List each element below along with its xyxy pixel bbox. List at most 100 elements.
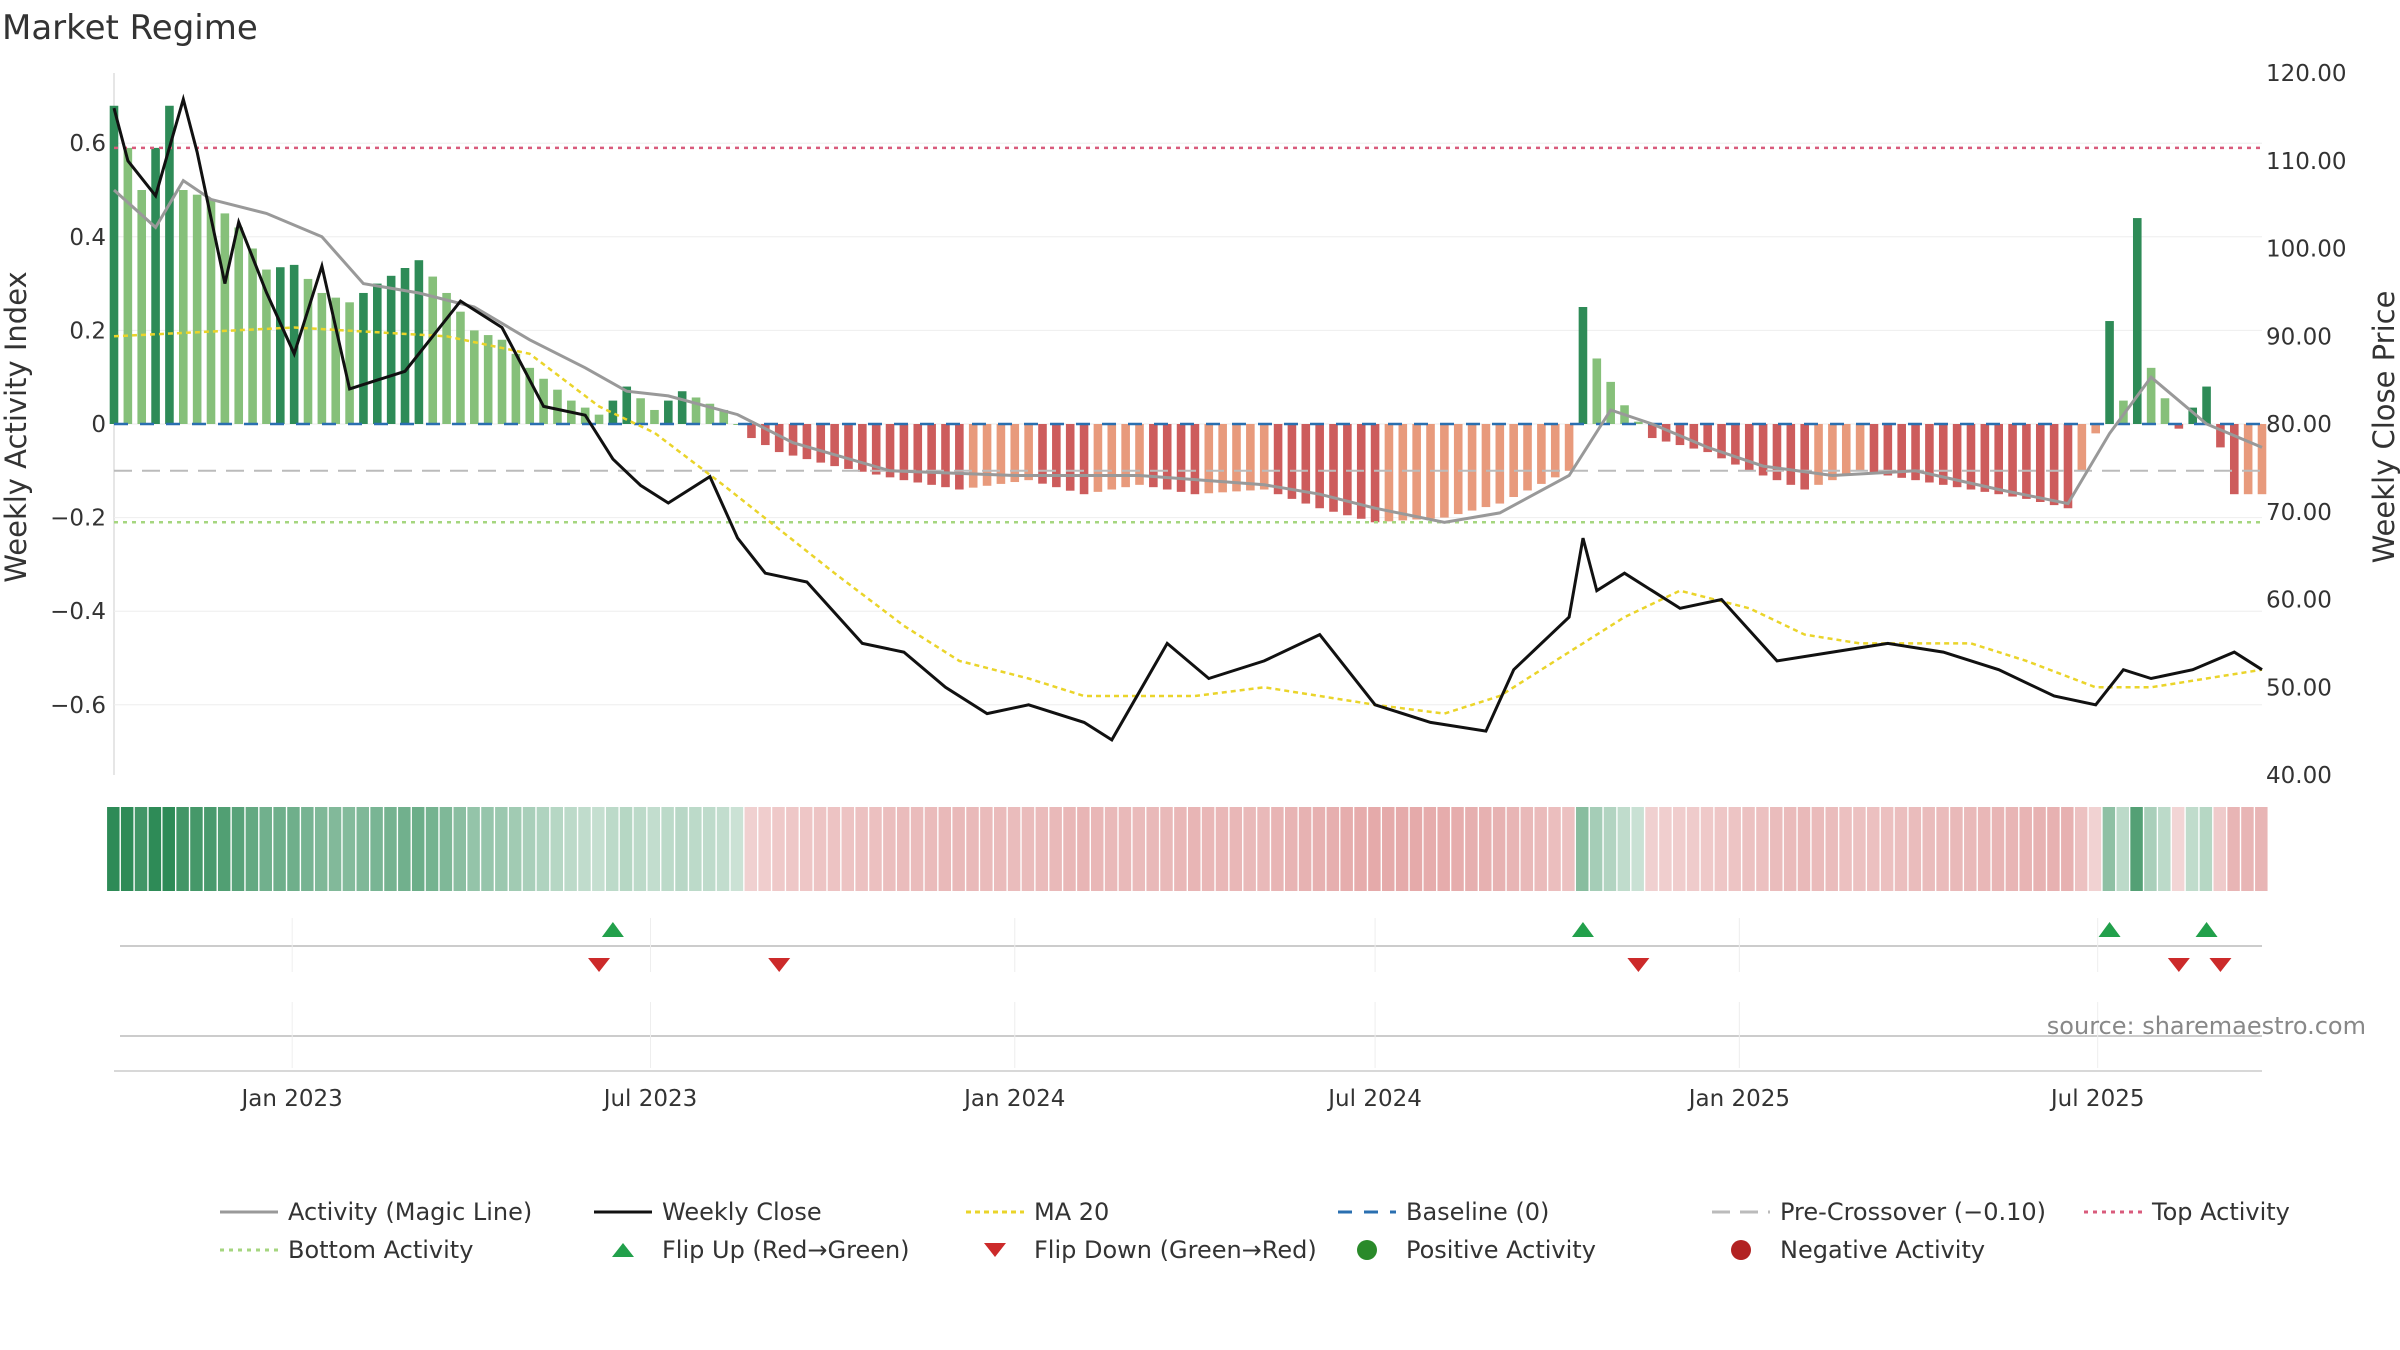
legend-label: Negative Activity [1780, 1236, 1986, 1264]
legend-symbol-close [592, 1200, 654, 1224]
x-tick-label: Jul 2023 [602, 1086, 698, 1112]
activity-bar [1869, 424, 1879, 474]
heat-cell [495, 807, 508, 891]
heat-cell [259, 807, 272, 891]
heat-cell [314, 807, 328, 891]
heat-cell [1977, 807, 1991, 891]
activity-bar [1273, 424, 1283, 495]
activity-bar [2202, 386, 2211, 424]
heat-cell [2227, 807, 2240, 891]
activity-bar [1052, 424, 1061, 488]
heat-cell [1188, 807, 1201, 891]
heat-cell [1271, 807, 1284, 891]
heat-cell [439, 807, 453, 891]
activity-bar [858, 424, 867, 472]
heat-cell [1700, 807, 1714, 891]
heat-cell [1063, 807, 1076, 891]
ma20-line [113, 326, 2263, 715]
magic-line [112, 178, 2263, 524]
activity-bar [414, 260, 424, 424]
activity-bar [913, 424, 923, 483]
heat-cell [2171, 807, 2185, 891]
heat-cell [1007, 807, 1021, 891]
activity-bar [2160, 398, 2170, 424]
legend-symbol-precross [1710, 1200, 1772, 1224]
legend-symbol-neg_dot [1710, 1238, 1772, 1262]
heat-cell [328, 807, 342, 891]
heat-cell [716, 807, 730, 891]
heat-cell [1382, 807, 1395, 891]
heat-cell [1229, 807, 1243, 891]
activity-bar [248, 248, 257, 424]
activity-bar [1107, 424, 1117, 490]
heat-cell [1908, 807, 1922, 891]
flip-down-marker [588, 958, 611, 972]
heat-cell [592, 807, 605, 891]
heat-cell [675, 807, 688, 891]
activity-bar [359, 292, 368, 424]
heat-cell [2047, 807, 2060, 891]
activity-bar [2132, 218, 2142, 424]
source-label: source: sharemaestro.com [2047, 1012, 2366, 1040]
heat-cell [1964, 807, 1977, 891]
legend-symbol-flip_up [592, 1238, 654, 1262]
activity-bar [1661, 424, 1671, 442]
activity-bar [1065, 424, 1075, 491]
legend-label: Positive Activity [1406, 1236, 1596, 1264]
heat-cell [1686, 807, 1700, 891]
legend-symbol-magic [218, 1200, 280, 1224]
activity-bar [345, 302, 354, 424]
activity-bar [165, 105, 174, 424]
activity-bar [2049, 424, 2059, 506]
legend-label: Top Activity [2152, 1198, 2290, 1226]
activity-bar [206, 199, 216, 424]
activity-bar [594, 414, 604, 424]
activity-bar [1994, 424, 2003, 495]
legend-item-baseline: Baseline (0) [1336, 1198, 1549, 1226]
heat-cell [204, 807, 217, 891]
activity-bar [1079, 424, 1089, 495]
x-tick-label: Jul 2024 [1326, 1086, 1422, 1112]
heat-cell [134, 807, 148, 891]
heat-cell [1756, 807, 1769, 891]
heat-cell [1867, 807, 1880, 891]
heat-cell [1520, 807, 1534, 891]
y-tick-label: −0.6 [50, 693, 106, 719]
activity-bar [1495, 424, 1505, 504]
activity-bar [1301, 424, 1311, 504]
activity-bar [1509, 424, 1518, 498]
activity-bar [2091, 424, 2100, 434]
heat-cell [1395, 807, 1409, 891]
heat-cell [952, 807, 965, 891]
heat-cell [786, 807, 799, 891]
activity-bar [705, 403, 715, 424]
heat-cell [273, 807, 286, 891]
heat-cell [522, 807, 536, 891]
legend-symbol-flip_down [964, 1238, 1026, 1262]
heat-cell [1285, 807, 1298, 891]
legend-item-ma: MA 20 [964, 1198, 1109, 1226]
heat-cell [1853, 807, 1866, 891]
x-tick-label: Jan 2025 [1687, 1086, 1790, 1112]
activity-bar [1024, 424, 1033, 481]
activity-bar [996, 424, 1006, 484]
heat-cell [2005, 807, 2019, 891]
legend-item-magic: Activity (Magic Line) [218, 1198, 532, 1226]
heat-cell [1479, 807, 1492, 891]
activity-bar [1010, 424, 1020, 483]
activity-bar [1841, 424, 1851, 476]
activity-bar [788, 424, 798, 456]
activity-bar [1315, 424, 1324, 509]
heat-cell [1243, 807, 1256, 891]
heat-cell [2255, 807, 2268, 891]
activity-bar [1744, 424, 1754, 471]
legend-item-pos_dot: Positive Activity [1336, 1236, 1596, 1264]
heat-cell [120, 807, 134, 891]
activity-bar [955, 424, 964, 490]
heat-cell [550, 807, 564, 891]
activity-bar [1467, 424, 1477, 511]
heat-cell [1576, 807, 1589, 891]
activity-bar [1135, 424, 1144, 485]
legend-label: Pre-Crossover (−0.10) [1780, 1198, 2047, 1226]
activity-bar [1149, 424, 1158, 488]
